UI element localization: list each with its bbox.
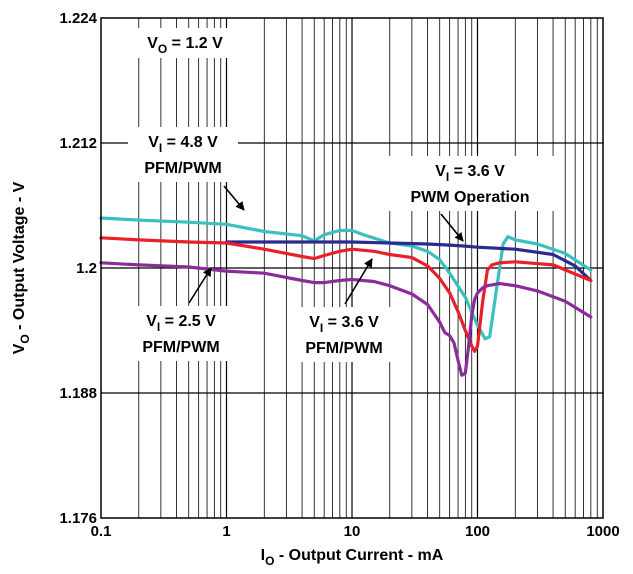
x-axis-label: IO - Output Current - mA: [261, 547, 444, 568]
annotation-backdrop: [386, 156, 554, 211]
series-layer: [99, 216, 593, 377]
annotation-arrow: [344, 258, 373, 305]
tick-labels: 0.1 1 10 100 1000 1.176 1.188 1.2 1.212 1.224: [59, 10, 619, 540]
annotation-backdrop: [112, 28, 258, 58]
annotation-backdrop: [128, 127, 238, 182]
annotation-layer: VO = 1.2 V VI = 4.8 V PFM/PWM VI = 3.6 V PWM…: [112, 28, 554, 362]
annotation-sublabel: PFM/PWM: [305, 340, 382, 357]
annotation-arrow: [223, 185, 245, 211]
y-tick-label: 1.176: [59, 510, 97, 527]
annotation-arrow: [188, 267, 212, 304]
x-tick-label: 1000: [586, 523, 619, 540]
y-tick-label: 1.2: [76, 260, 97, 277]
plot-area-border: [100, 17, 604, 519]
series-line-1: [99, 216, 593, 341]
y-tick-label: 1.188: [59, 385, 97, 402]
annotation-arrow: [440, 213, 464, 242]
annotation-backdrop: [124, 306, 238, 361]
annotation-backdrop: [287, 307, 403, 362]
series-line-3: [99, 236, 593, 353]
x-tick-label: 0.1: [91, 523, 112, 540]
annotation-sublabel: PFM/PWM: [142, 339, 219, 356]
annotation-sublabel: PFM/PWM: [144, 160, 221, 177]
grid: [101, 18, 603, 518]
annotation-label: VO = 1.2 V: [147, 35, 223, 56]
annotation-label: VI = 3.6 V: [435, 163, 505, 184]
series-line-4: [99, 261, 593, 377]
annotation-sublabel: PWM Operation: [410, 189, 529, 206]
x-tick-label: 1: [222, 523, 230, 540]
y-tick-label: 1.224: [59, 10, 97, 27]
annotation-label: VI = 3.6 V: [309, 314, 379, 335]
annotation-label: VI = 4.8 V: [148, 134, 218, 155]
annotation-label: VI = 2.5 V: [146, 313, 216, 334]
y-axis-label: VO - Output Voltage - V: [11, 181, 32, 354]
x-tick-label: 100: [465, 523, 490, 540]
x-tick-label: 10: [344, 523, 361, 540]
series-line-2: [224, 240, 593, 283]
y-tick-label: 1.212: [59, 135, 97, 152]
